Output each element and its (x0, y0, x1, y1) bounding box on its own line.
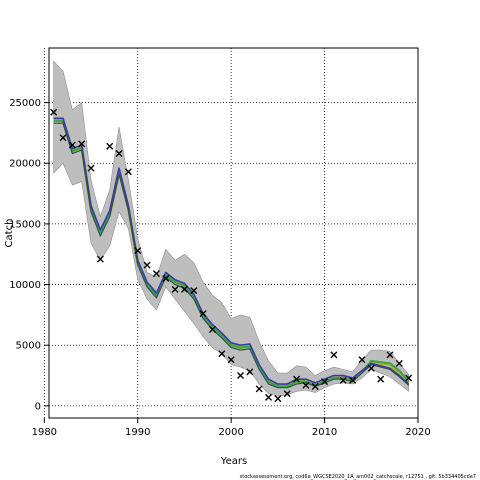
observed-point (68, 141, 76, 149)
observed-point (330, 351, 338, 359)
observed-point (246, 368, 254, 376)
observed-point (405, 374, 413, 382)
observed-point (124, 168, 132, 176)
observed-point (152, 270, 160, 278)
observed-point (302, 381, 310, 389)
observed-point (339, 376, 347, 384)
x-axis-title: Years (220, 456, 247, 467)
observed-point (237, 372, 245, 380)
observed-point (255, 385, 263, 393)
model-lines (53, 117, 410, 389)
y-tick-label: 20000 (9, 159, 41, 170)
observed-point (377, 375, 385, 383)
observed-point (227, 356, 235, 364)
y-tick-label: 10000 (9, 280, 41, 291)
observed-point (106, 142, 114, 150)
observed-catch-markers (50, 108, 413, 403)
observed-point (50, 108, 58, 116)
observed-point (78, 140, 86, 148)
observed-point (293, 375, 301, 383)
observed-point (283, 390, 291, 398)
y-axis-title: Catch (4, 219, 15, 248)
x-tick-label: 2010 (312, 427, 337, 438)
x-tick-label: 2000 (218, 427, 243, 438)
observed-point (171, 285, 179, 293)
observed-point (180, 285, 188, 293)
observed-point (349, 376, 357, 384)
y-tick-label: 15000 (9, 219, 41, 230)
observed-point (96, 255, 104, 263)
y-tick-label: 25000 (9, 98, 41, 109)
observed-point (190, 287, 198, 295)
observed-point (274, 395, 282, 403)
observed-point (143, 261, 151, 269)
model-series-line (53, 119, 410, 388)
observed-point (218, 350, 226, 358)
observed-point (59, 134, 67, 142)
y-tick-label: 5000 (16, 341, 41, 352)
model-series-line (53, 122, 410, 389)
observed-point (87, 164, 95, 172)
observed-point (208, 325, 216, 333)
observed-point (199, 310, 207, 318)
observed-point (265, 393, 273, 401)
observed-point (321, 378, 329, 386)
model-series-line (53, 117, 410, 385)
plot-frame (48, 47, 419, 419)
x-axis: 1980 1990 2000 2010 2020 (32, 418, 431, 438)
observed-point (162, 274, 170, 282)
observed-point (386, 351, 394, 359)
x-tick-label: 1980 (32, 427, 57, 438)
y-axis: 0 5000 10000 15000 20000 25000 (9, 98, 49, 412)
observed-point (115, 150, 123, 158)
x-tick-label: 2020 (405, 427, 430, 438)
observed-point (367, 364, 375, 372)
x-tick-label: 1990 (125, 427, 150, 438)
observed-point (395, 359, 403, 367)
observed-point (358, 356, 366, 364)
footer-credit: stockassessment.org, cod6a_WGCSE2020_1A_… (240, 474, 476, 480)
observed-point (311, 382, 319, 390)
y-tick-label: 0 (35, 401, 41, 412)
observed-point (134, 247, 142, 255)
